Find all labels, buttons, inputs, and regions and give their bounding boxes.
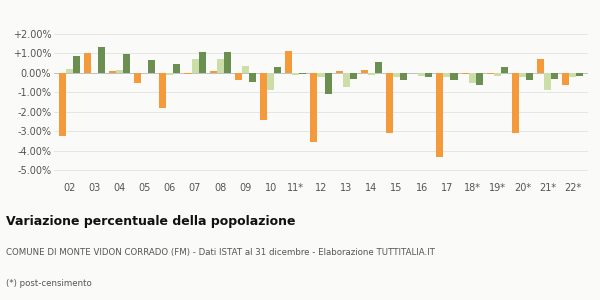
Bar (451, 73, 458, 80)
Bar (393, 73, 400, 76)
Bar (469, 73, 476, 82)
Bar (526, 73, 533, 80)
Bar (368, 73, 375, 75)
Bar (249, 73, 256, 82)
Bar (299, 73, 307, 74)
Bar (224, 52, 231, 73)
Bar (577, 73, 583, 76)
Bar (544, 73, 551, 90)
Bar (418, 73, 425, 76)
Bar (134, 73, 141, 82)
Bar (350, 73, 357, 79)
Bar (361, 70, 368, 73)
Text: Variazione percentuale della popolazione: Variazione percentuale della popolazione (6, 214, 296, 227)
Bar (335, 71, 343, 73)
Bar (159, 73, 166, 108)
Bar (436, 73, 443, 157)
Bar (84, 53, 91, 73)
Bar (476, 73, 483, 85)
Bar (425, 73, 433, 76)
Bar (59, 73, 65, 136)
Bar (487, 73, 494, 74)
Bar (65, 69, 73, 73)
Bar (184, 73, 191, 74)
Bar (569, 73, 577, 76)
Bar (562, 73, 569, 85)
Bar (209, 71, 217, 73)
Bar (443, 73, 451, 76)
Bar (123, 54, 130, 73)
Bar (317, 73, 325, 76)
Bar (343, 73, 350, 87)
Bar (98, 47, 105, 73)
Bar (551, 73, 558, 79)
Bar (116, 70, 123, 73)
Bar (242, 66, 249, 73)
Bar (191, 59, 199, 73)
Bar (310, 73, 317, 142)
Text: (*) post-censimento: (*) post-censimento (6, 279, 92, 288)
Bar (537, 59, 544, 73)
Bar (267, 73, 274, 90)
Bar (292, 73, 299, 75)
Bar (235, 73, 242, 80)
Bar (375, 62, 382, 73)
Bar (494, 73, 501, 76)
Bar (173, 64, 181, 73)
Bar (386, 73, 393, 133)
Bar (148, 60, 155, 73)
Bar (285, 51, 292, 73)
Legend: Monte Vidon Corrado, Provincia di FM, Marche: Monte Vidon Corrado, Provincia di FM, Ma… (164, 0, 478, 2)
Bar (512, 73, 519, 133)
Bar (260, 73, 267, 119)
Bar (501, 67, 508, 73)
Bar (461, 73, 469, 74)
Bar (274, 67, 281, 73)
Bar (217, 59, 224, 73)
Bar (519, 73, 526, 76)
Bar (109, 71, 116, 73)
Bar (166, 73, 173, 75)
Bar (73, 56, 80, 73)
Bar (199, 52, 206, 73)
Bar (325, 73, 332, 94)
Bar (400, 73, 407, 80)
Text: COMUNE DI MONTE VIDON CORRADO (FM) - Dati ISTAT al 31 dicembre - Elaborazione TU: COMUNE DI MONTE VIDON CORRADO (FM) - Dat… (6, 248, 435, 256)
